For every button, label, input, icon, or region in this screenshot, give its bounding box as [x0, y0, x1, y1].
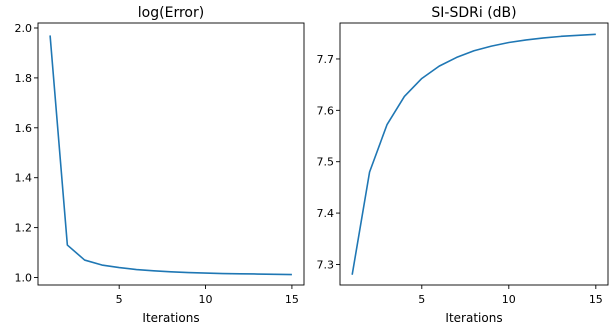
x-tick-label: 10: [502, 293, 516, 306]
chart-left: log(Error) 5 10 15 1.0 1.2 1.4 1.6 1.8 2.0 Iter…: [15, 5, 305, 325]
series-group: [49, 35, 292, 276]
series-line: [351, 33, 596, 275]
y-tick-label: 7.3: [317, 258, 335, 271]
x-tick-label: 15: [285, 293, 299, 306]
chart-title: SI-SDRi (dB): [431, 5, 516, 21]
x-tick-label: 5: [116, 293, 123, 306]
series-line: [49, 35, 292, 276]
x-axis: 5 10 15: [116, 285, 299, 306]
x-axis-label: Iterations: [142, 311, 199, 325]
x-tick-label: 10: [199, 293, 213, 306]
y-tick-label: 1.6: [15, 122, 33, 135]
y-tick-label: 7.4: [317, 207, 335, 220]
y-axis: 7.3 7.4 7.5 7.6 7.7: [317, 53, 340, 271]
y-tick-label: 1.0: [15, 272, 33, 285]
y-tick-label: 1.4: [15, 172, 33, 185]
series-group: [351, 33, 596, 275]
y-axis: 1.0 1.2 1.4 1.6 1.8 2.0: [15, 22, 38, 285]
plot-frame: [339, 22, 609, 286]
x-axis-label: Iterations: [445, 311, 502, 325]
chart-right: SI-SDRi (dB) 5 10 15 7.3 7.4 7.5 7.6 7.7 Itera…: [317, 5, 609, 325]
y-tick-label: 7.5: [317, 156, 335, 169]
y-tick-label: 1.2: [15, 222, 33, 235]
chart-title: log(Error): [138, 5, 204, 21]
plot-frame: [37, 22, 305, 286]
y-tick-label: 1.8: [15, 72, 33, 85]
y-tick-label: 7.6: [317, 104, 335, 117]
y-tick-label: 2.0: [15, 22, 33, 35]
y-tick-label: 7.7: [317, 53, 335, 66]
x-tick-label: 15: [589, 293, 603, 306]
x-tick-label: 5: [418, 293, 425, 306]
x-axis: 5 10 15: [418, 285, 603, 306]
